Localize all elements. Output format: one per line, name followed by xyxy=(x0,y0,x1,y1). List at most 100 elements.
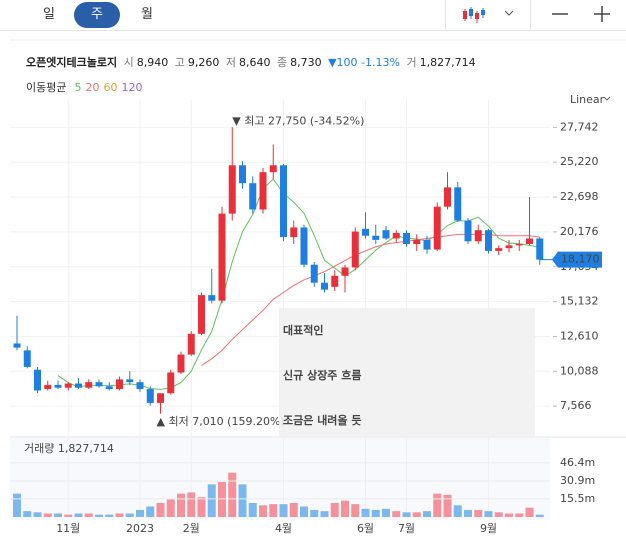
volume-bar xyxy=(300,506,308,517)
candle-body xyxy=(433,206,441,250)
y-tick-label: 10,088 xyxy=(560,364,599,377)
low-annotation: ▲ 최저 7,010 (159.20%) xyxy=(157,415,285,428)
candle-body xyxy=(218,213,226,301)
volume-bar xyxy=(115,513,124,517)
x-tick-label: 2023 xyxy=(126,522,154,535)
candle-body xyxy=(44,384,52,390)
candle-body xyxy=(464,220,472,242)
candle-body xyxy=(105,386,113,390)
dropdown-icon[interactable] xyxy=(503,8,515,18)
volume-bar xyxy=(279,504,288,517)
volume-bar xyxy=(494,512,503,517)
volume-bar xyxy=(207,484,216,517)
candle-body xyxy=(403,232,410,245)
candle-body xyxy=(228,165,236,214)
divider xyxy=(530,0,531,30)
volume-bar xyxy=(341,500,349,517)
overlay-box xyxy=(279,308,535,438)
candle-body xyxy=(269,165,277,173)
ma-legend-item: 5 xyxy=(74,81,82,94)
x-tick-label: 11월 xyxy=(56,522,80,535)
x-tick-label: 7월 xyxy=(398,522,415,535)
volume-bar xyxy=(64,514,73,517)
volume-bar xyxy=(382,508,390,517)
volume-bar xyxy=(464,510,472,517)
field-label: 고 xyxy=(174,56,185,69)
overlay-text: 신규 상장주 흐름 xyxy=(283,368,362,382)
candle-body xyxy=(485,230,492,251)
volume-tick-label: 46.4m xyxy=(560,456,595,469)
volume-bar xyxy=(330,503,339,517)
candle-body xyxy=(423,239,431,250)
volume-bar xyxy=(197,497,206,517)
field-label: 저 xyxy=(225,56,236,69)
moving-average-line xyxy=(201,233,540,367)
tab[interactable]: 월 xyxy=(141,7,153,22)
candle-body xyxy=(382,230,390,239)
tab[interactable]: 주 xyxy=(74,2,120,28)
current-price-box xyxy=(552,251,602,268)
volume-bar xyxy=(238,484,247,517)
zoom-out[interactable] xyxy=(550,4,570,24)
ma-legend: 이동평균 5 20 60 120 xyxy=(26,79,146,95)
volume-bar xyxy=(289,503,298,517)
change: ▼100 -1.13% xyxy=(328,56,400,69)
divider xyxy=(445,0,446,30)
field-value: 8,640 xyxy=(238,56,271,69)
x-tick-label: 2월 xyxy=(183,522,200,535)
candle-body xyxy=(290,227,298,238)
stock-name: 오픈엣지테크놀로지 xyxy=(26,56,118,69)
field-value: 8,940 xyxy=(136,56,169,69)
candle-body xyxy=(331,275,339,287)
zoom-in[interactable] xyxy=(592,4,612,24)
volume-bar xyxy=(371,510,380,517)
field-label: 종 xyxy=(276,56,288,69)
volume-bar xyxy=(105,514,114,517)
volume-bar xyxy=(474,510,483,517)
ma-items: 5 20 60 120 xyxy=(70,81,142,94)
volume-bar xyxy=(156,503,165,517)
candle-body xyxy=(474,230,482,242)
volume-bar xyxy=(54,513,62,517)
candle-body xyxy=(208,295,216,301)
y-tick-label: 22,698 xyxy=(560,190,599,203)
candle-body xyxy=(126,379,134,383)
candle-body xyxy=(536,238,544,260)
volume-bar xyxy=(33,512,42,517)
volume-bar xyxy=(443,494,452,517)
candle-body xyxy=(515,244,523,246)
candle-body xyxy=(95,382,103,387)
candle-body xyxy=(413,239,421,245)
candle-body xyxy=(351,231,359,268)
chart-type-icon[interactable] xyxy=(460,3,490,27)
volume-bar xyxy=(13,493,21,517)
volume-bar xyxy=(402,512,411,517)
candle-body xyxy=(372,235,380,240)
candle-body xyxy=(259,172,267,210)
scale-chevron xyxy=(603,96,611,101)
volume-tick-label: 30.9m xyxy=(560,474,595,487)
volume-bar xyxy=(187,492,196,517)
tab[interactable]: 일 xyxy=(43,7,55,22)
candle-body xyxy=(34,369,41,391)
candle-body xyxy=(187,333,195,355)
volume-bar xyxy=(515,513,524,517)
volume-bar xyxy=(218,482,226,517)
volume-bar xyxy=(412,512,421,517)
candle-body xyxy=(198,295,205,334)
y-tick-label: 12,610 xyxy=(560,329,599,342)
y-tick-label: 27,742 xyxy=(560,120,599,133)
volume-bar xyxy=(228,472,237,517)
y-tick-label: 15,132 xyxy=(560,295,599,308)
candle-body xyxy=(392,232,400,239)
volume-bar xyxy=(84,513,93,517)
ma-legend-item: 120 xyxy=(121,81,143,94)
candle-body xyxy=(177,354,185,373)
candle-body xyxy=(116,379,123,390)
volume-bar xyxy=(166,499,175,517)
volume-tick-label: 15.5m xyxy=(560,492,595,505)
candle-body xyxy=(321,282,328,290)
field-value: 9,260 xyxy=(187,56,220,69)
y-tick-label: 25,220 xyxy=(560,155,599,168)
candle-body xyxy=(23,350,31,367)
